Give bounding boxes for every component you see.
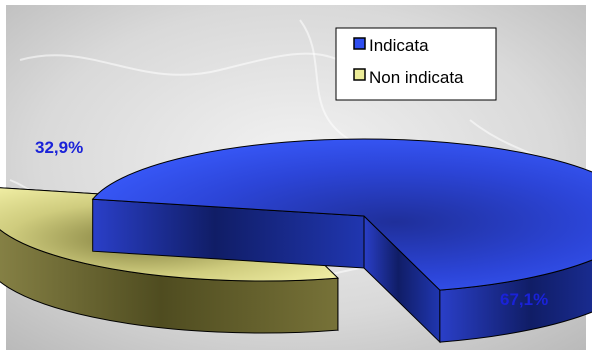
pie-slice-indicata-top (91, 138, 592, 291)
legend-swatch-non-indicata (353, 68, 366, 81)
legend-swatch-indicata (353, 37, 366, 50)
pie-slices (0, 138, 592, 344)
legend: Indicata Non indicata (335, 27, 497, 101)
slice-label-indicata: 67,1% (500, 290, 548, 309)
pie-slice-indicata-side-0 (439, 259, 592, 343)
pie-slice-indicata (91, 138, 592, 344)
legend-label-indicata: Indicata (369, 36, 429, 55)
slice-label-non-indicata: 32,9% (35, 138, 83, 157)
legend-item-non-indicata: Non indicata (353, 68, 464, 87)
legend-item-indicata: Indicata (353, 36, 429, 55)
legend-label-non-indicata: Non indicata (369, 68, 464, 87)
